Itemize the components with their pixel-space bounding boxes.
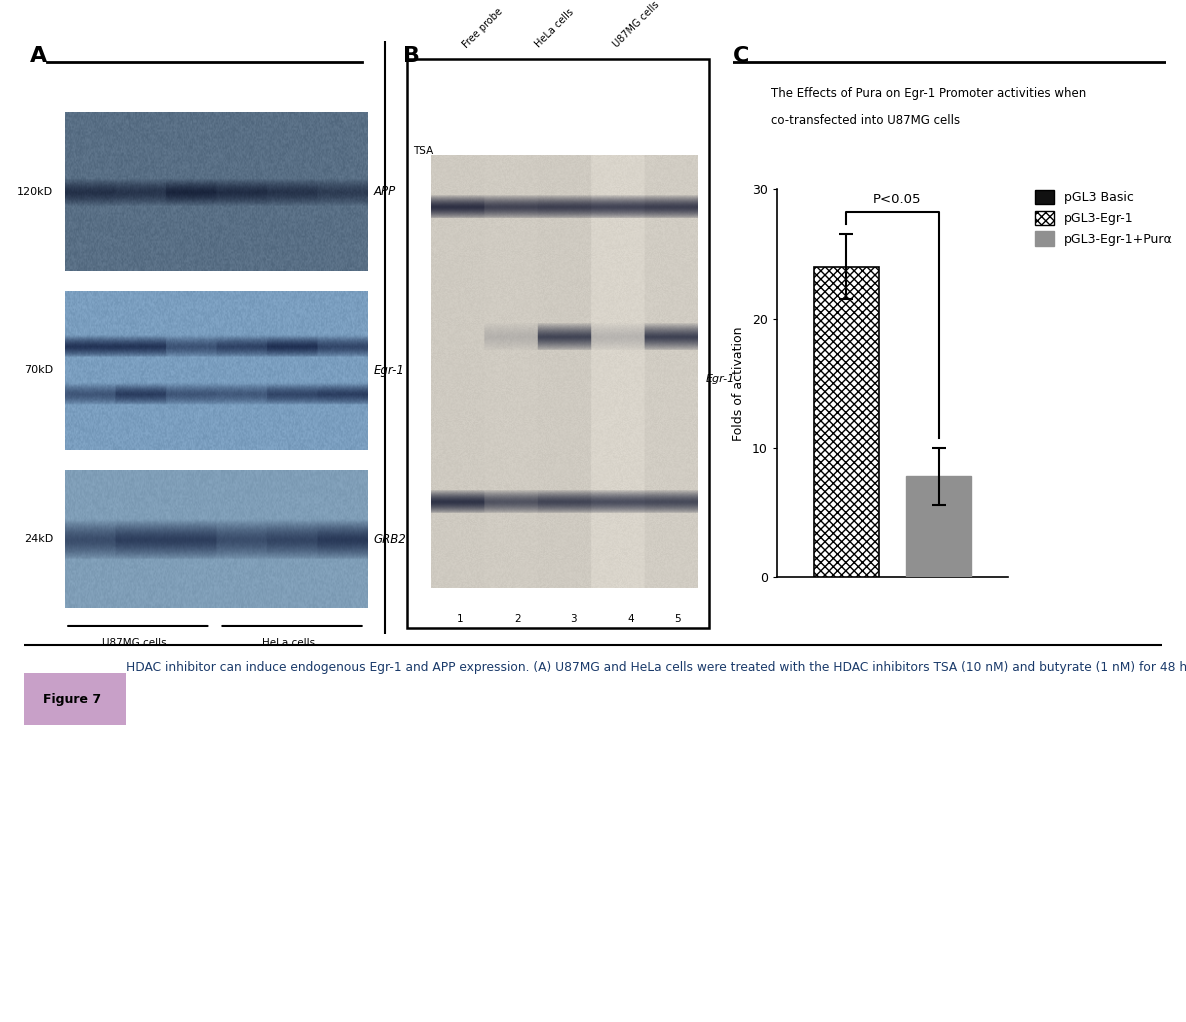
Bar (814, 267, 879, 577)
Text: Butyrate: Butyrate (286, 184, 325, 224)
Text: Free probe: Free probe (460, 6, 504, 50)
Legend: pGL3 Basic, pGL3-Egr-1, pGL3-Egr-1+Purα: pGL3 Basic, pGL3-Egr-1, pGL3-Egr-1+Purα (1033, 188, 1175, 248)
Text: B: B (403, 46, 420, 66)
Text: co-transfected into U87MG cells: co-transfected into U87MG cells (771, 114, 959, 128)
Text: 120kD: 120kD (18, 187, 53, 196)
Text: HDAC inhibitor can induce endogenous Egr-1 and APP expression. (A) U87MG and HeL: HDAC inhibitor can induce endogenous Egr… (126, 661, 1186, 675)
Text: Butyrate: Butyrate (123, 184, 162, 224)
Text: 1: 1 (458, 614, 464, 623)
Text: P<0.05: P<0.05 (873, 193, 922, 205)
Text: 4: 4 (627, 614, 633, 623)
Text: U87MG cells: U87MG cells (102, 638, 167, 648)
Text: 5: 5 (674, 614, 681, 623)
Text: +: + (556, 174, 567, 187)
Text: Egr-1: Egr-1 (706, 374, 735, 383)
Text: U87MG cells: U87MG cells (612, 0, 662, 50)
Bar (906, 476, 971, 577)
Text: GRB2: GRB2 (374, 532, 407, 546)
Y-axis label: Folds of activation: Folds of activation (732, 326, 745, 440)
Text: Figure 7: Figure 7 (43, 693, 101, 706)
FancyBboxPatch shape (18, 673, 126, 726)
Text: A: A (30, 46, 47, 66)
Text: HeLa cells: HeLa cells (533, 7, 575, 50)
Text: Control: Control (231, 189, 266, 224)
Text: Egr-1: Egr-1 (374, 364, 404, 377)
Text: 24kD: 24kD (24, 535, 53, 544)
FancyBboxPatch shape (407, 58, 709, 628)
Text: 3: 3 (570, 614, 578, 623)
Text: The Effects of Pura on Egr-1 Promoter activities when: The Effects of Pura on Egr-1 Promoter ac… (771, 87, 1086, 100)
Text: HeLa cells: HeLa cells (262, 638, 315, 648)
Text: TSA: TSA (414, 145, 434, 155)
Text: Control: Control (69, 189, 103, 224)
Text: TSA: TSA (340, 202, 362, 224)
Text: +: + (659, 174, 670, 187)
Text: 2: 2 (514, 614, 521, 623)
Text: TSA: TSA (178, 202, 199, 224)
Text: C: C (733, 46, 750, 66)
Text: 70kD: 70kD (24, 366, 53, 375)
Text: -: - (612, 174, 617, 187)
Text: -: - (518, 174, 523, 187)
Text: APP: APP (374, 185, 396, 198)
